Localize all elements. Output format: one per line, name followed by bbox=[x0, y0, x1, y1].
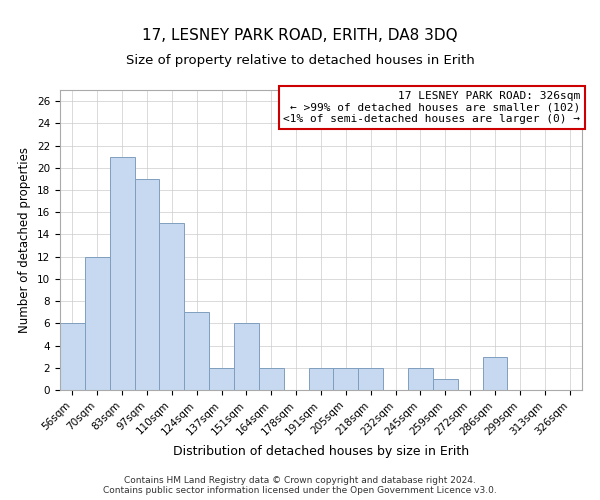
Bar bbox=[209, 368, 234, 390]
Bar bbox=[85, 256, 110, 390]
Text: Size of property relative to detached houses in Erith: Size of property relative to detached ho… bbox=[125, 54, 475, 66]
Bar bbox=[358, 368, 383, 390]
Text: 17 LESNEY PARK ROAD: 326sqm
← >99% of detached houses are smaller (102)
<1% of s: 17 LESNEY PARK ROAD: 326sqm ← >99% of de… bbox=[283, 91, 580, 124]
Bar bbox=[60, 324, 85, 390]
Text: 17, LESNEY PARK ROAD, ERITH, DA8 3DQ: 17, LESNEY PARK ROAD, ERITH, DA8 3DQ bbox=[142, 28, 458, 42]
Bar bbox=[234, 324, 259, 390]
Bar bbox=[308, 368, 334, 390]
Bar bbox=[259, 368, 284, 390]
Bar bbox=[408, 368, 433, 390]
Bar bbox=[334, 368, 358, 390]
Bar bbox=[110, 156, 134, 390]
Text: Contains HM Land Registry data © Crown copyright and database right 2024.
Contai: Contains HM Land Registry data © Crown c… bbox=[103, 476, 497, 495]
Bar bbox=[160, 224, 184, 390]
Y-axis label: Number of detached properties: Number of detached properties bbox=[19, 147, 31, 333]
Bar bbox=[482, 356, 508, 390]
Bar bbox=[184, 312, 209, 390]
Bar bbox=[134, 179, 160, 390]
X-axis label: Distribution of detached houses by size in Erith: Distribution of detached houses by size … bbox=[173, 445, 469, 458]
Bar bbox=[433, 379, 458, 390]
